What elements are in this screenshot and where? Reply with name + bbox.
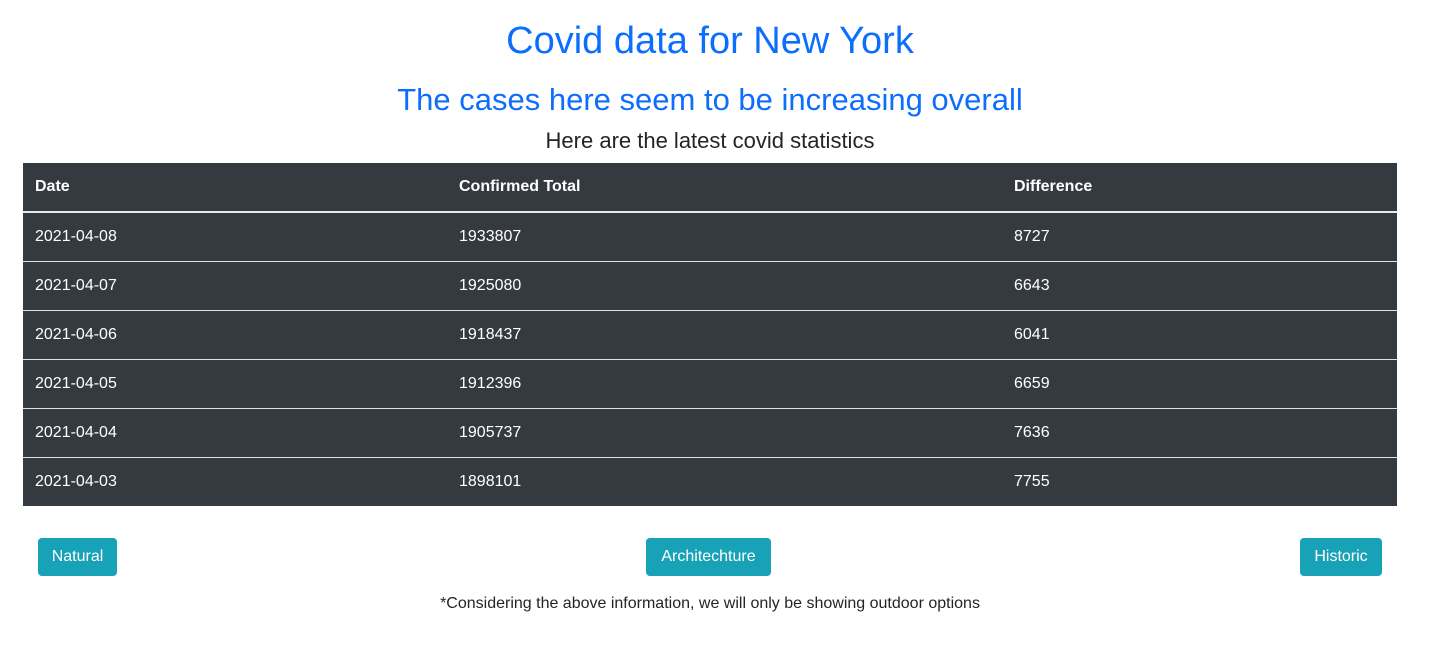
stats-table: Date Confirmed Total Difference 2021-04-…: [23, 163, 1397, 506]
column-header-difference: Difference: [1002, 163, 1397, 213]
column-header-date: Date: [23, 163, 447, 213]
cell-confirmed-total: 1912396: [447, 359, 1002, 409]
table-row: 2021-04-07 1925080 6643: [23, 261, 1397, 311]
cell-difference: 7755: [1002, 457, 1397, 506]
cell-date: 2021-04-05: [23, 359, 447, 409]
column-header-confirmed-total: Confirmed Total: [447, 163, 1002, 213]
historic-button[interactable]: Historic: [1300, 538, 1382, 576]
cell-confirmed-total: 1925080: [447, 261, 1002, 311]
stats-heading: Here are the latest covid statistics: [545, 128, 875, 153]
stats-table-container: Date Confirmed Total Difference 2021-04-…: [23, 163, 1397, 506]
natural-button[interactable]: Natural: [38, 538, 117, 576]
cell-date: 2021-04-03: [23, 457, 447, 506]
cell-difference: 6643: [1002, 261, 1397, 311]
table-header-row: Date Confirmed Total Difference: [23, 163, 1397, 213]
table-row: 2021-04-03 1898101 7755: [23, 457, 1397, 506]
page-subtitle: The cases here seem to be increasing ove…: [397, 82, 1023, 117]
cell-difference: 8727: [1014, 228, 1050, 245]
cell-date: 2021-04-04: [23, 408, 447, 458]
cell-difference: 6659: [1002, 359, 1397, 409]
table-row: 2021-04-04 1905737 7636: [23, 408, 1397, 458]
table-row: 2021-04-06 1918437 6041: [23, 310, 1397, 360]
cell-date: 2021-04-08: [35, 228, 117, 245]
cell-confirmed-total: 1933807: [459, 228, 522, 245]
table-row: 2021-04-05 1912396 6659: [23, 359, 1397, 409]
cell-confirmed-total: 1918437: [447, 310, 1002, 360]
cell-difference: 7636: [1002, 408, 1397, 458]
cell-confirmed-total: 1905737: [447, 408, 1002, 458]
architecture-button[interactable]: Architechture: [646, 538, 771, 576]
table-row: 2021-04-08 1933807 8727: [23, 212, 1397, 262]
footnote: *Considering the above information, we w…: [440, 595, 980, 612]
page-title: Covid data for New York: [506, 20, 914, 62]
cell-difference: 6041: [1002, 310, 1397, 360]
cell-confirmed-total: 1898101: [447, 457, 1002, 506]
cell-date: 2021-04-07: [23, 261, 447, 311]
cell-date: 2021-04-06: [23, 310, 447, 360]
